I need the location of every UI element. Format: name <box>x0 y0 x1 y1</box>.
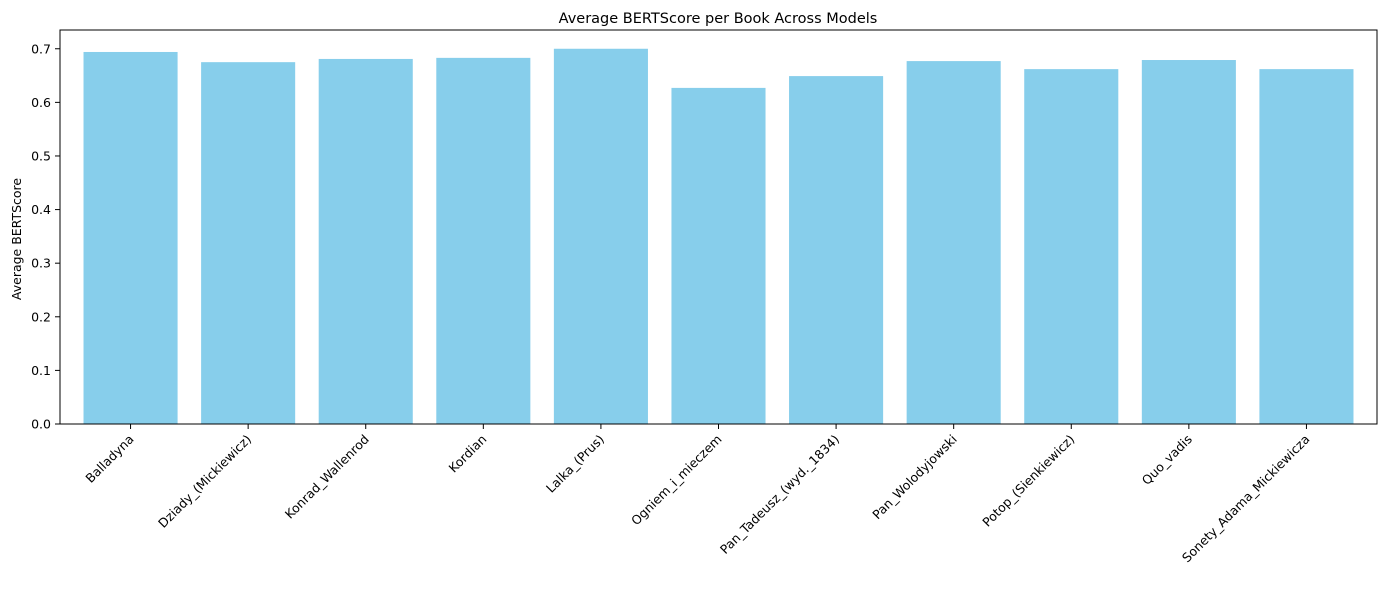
x-tick-label: Dziady_(Mickiewicz) <box>155 432 254 531</box>
y-tick-label: 0.5 <box>31 148 51 163</box>
y-axis: 0.0 0.1 0.2 0.3 0.4 0.5 0.6 0.7 <box>31 41 60 432</box>
chart-title: Average BERTScore per Book Across Models <box>559 11 878 27</box>
bar-dziady-mickiewicz <box>201 62 296 424</box>
bar-kordian <box>436 57 531 425</box>
bar-konrad-wallenrod <box>318 58 413 424</box>
x-tick-label: Quo_vadis <box>1139 432 1195 488</box>
y-tick-label: 0.0 <box>31 417 51 432</box>
bar-lalka-prus <box>553 48 648 424</box>
x-tick-label: Sonety_Adama_Mickiewicza <box>1179 432 1313 566</box>
x-tick-label: Balladyna <box>82 432 136 486</box>
x-tick-label: Kordian <box>446 432 490 476</box>
x-tick-label: Pan_Wolodyjowski <box>869 432 960 523</box>
x-tick-label: Potop_(Sienkiewicz) <box>979 432 1077 530</box>
bars-layer <box>83 48 1354 425</box>
y-tick-label: 0.6 <box>31 95 51 110</box>
bar-quo-vadis <box>1141 60 1236 425</box>
bar-pan-wolodyjowski <box>906 61 1001 425</box>
y-tick-label: 0.7 <box>31 41 51 56</box>
bar-sonety-adama-mickiewicza <box>1259 69 1354 424</box>
plot-frame <box>59 29 1378 425</box>
bar-ogniem-i-mieczem <box>671 87 766 424</box>
bar-balladyna <box>83 51 178 424</box>
x-axis: Balladyna Dziady_(Mickiewicz) Konrad_Walle… <box>82 424 1313 566</box>
x-tick-label: Ogniem_i_mieczem <box>628 432 725 529</box>
y-tick-label: 0.2 <box>31 309 51 324</box>
x-tick-label: Konrad_Wallenrod <box>282 432 372 522</box>
y-tick-label: 0.1 <box>31 363 51 378</box>
y-tick-label: 0.3 <box>31 256 51 271</box>
x-tick-label: Lalka_(Prus) <box>543 432 607 496</box>
y-tick-label: 0.4 <box>31 202 51 217</box>
y-axis-label: Average BERTScore <box>9 178 24 301</box>
x-tick-label: Pan_Tadeusz_(wyd._1834) <box>717 432 842 557</box>
bar-potop-sienkiewicz <box>1024 69 1119 424</box>
bar-pan-tadeusz-wyd-1834 <box>789 76 884 424</box>
